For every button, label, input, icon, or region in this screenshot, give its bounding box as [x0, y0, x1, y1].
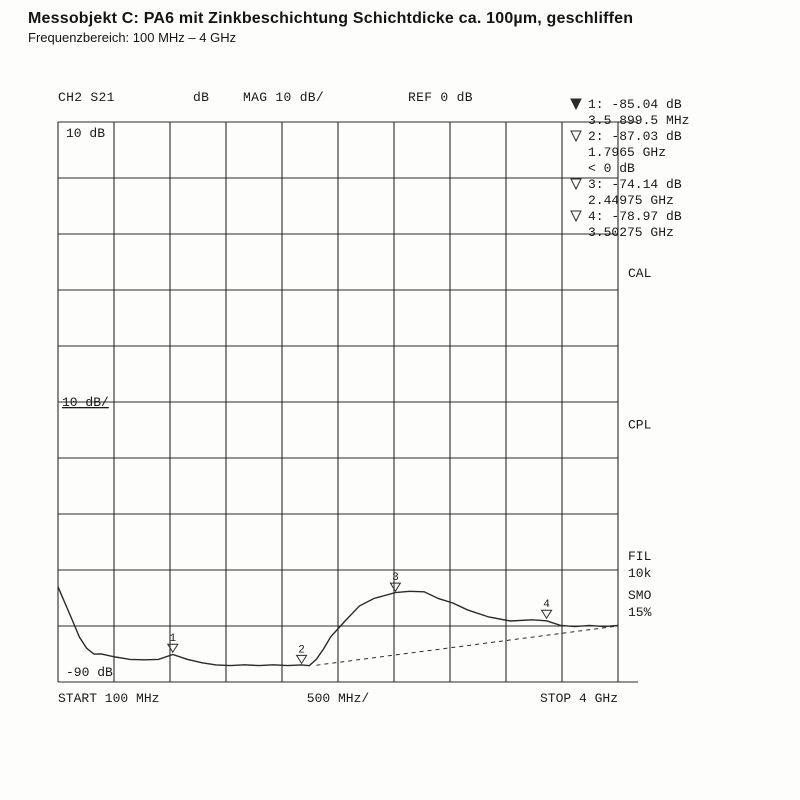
marker-icon — [297, 655, 307, 663]
readout-line: 3.5 899.5 MHz — [588, 113, 689, 128]
readout-line: 2: -87.03 dB — [588, 129, 682, 144]
right-label: CAL — [628, 266, 651, 281]
marker-num: 1 — [169, 633, 176, 645]
right-label: SMO — [628, 588, 652, 603]
x-mid: 500 MHz/ — [307, 691, 370, 706]
marker-num: 2 — [298, 644, 305, 656]
readout-tri-icon — [571, 131, 581, 141]
baseline-dashed — [316, 626, 618, 665]
x-start: START 100 MHz — [58, 691, 159, 706]
marker-icon — [542, 610, 552, 618]
right-label: 10k — [628, 566, 652, 581]
page-subtitle: Frequenzbereich: 100 MHz – 4 GHz — [28, 30, 236, 45]
right-label: FIL — [628, 549, 651, 564]
readout-line: 1: -85.04 dB — [588, 97, 682, 112]
readout-line: < 0 dB — [588, 161, 635, 176]
readout-tri-icon — [571, 179, 581, 189]
readout-tri-icon — [571, 211, 581, 221]
readout-line: 1.7965 GHz — [588, 145, 666, 160]
analyzer-plot-wrap: CH2 S21 dB MAG 10 dB/ REF 0 dB 10 dB10 d… — [28, 90, 772, 780]
x-stop: STOP 4 GHz — [540, 691, 618, 706]
readout-tri-icon — [571, 99, 581, 109]
analyzer-plot: 10 dB 10 dB/ -90 dB START 100 MHz 500 MHz/ST… — [28, 90, 772, 780]
ylabel-low: -90 dB — [66, 665, 113, 680]
page-root: Messobjekt C: PA6 mit Zinkbeschichtung S… — [0, 0, 800, 800]
readout-line: 2.44975 GHz — [588, 193, 674, 208]
readout-line: 3.50275 GHz — [588, 225, 674, 240]
ylabel-step: 10 dB/ — [62, 395, 109, 410]
readout-line: 4: -78.97 dB — [588, 209, 682, 224]
page-title: Messobjekt C: PA6 mit Zinkbeschichtung S… — [28, 10, 633, 28]
right-label: 15% — [628, 605, 652, 620]
marker-num: 3 — [392, 572, 399, 584]
marker-icon — [168, 644, 178, 652]
marker-icon — [390, 583, 400, 591]
marker-num: 4 — [543, 599, 550, 611]
readout-line: 3: -74.14 dB — [588, 177, 682, 192]
right-label: CPL — [628, 417, 651, 432]
ylabel-top: 10 dB — [66, 126, 105, 141]
